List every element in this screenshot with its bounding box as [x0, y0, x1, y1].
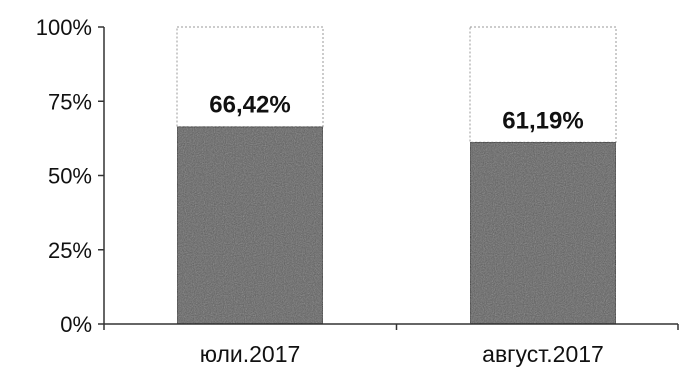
y-tick-labels: 0% 25% 50% 75% 100%	[36, 15, 92, 337]
axes	[98, 26, 679, 330]
y-tick-label: 50%	[48, 164, 92, 189]
y-tick-label: 25%	[48, 238, 92, 263]
bar	[469, 141, 617, 325]
y-tick-label: 0%	[60, 312, 92, 337]
x-tick-labels: юли.2017 август.2017	[200, 341, 604, 367]
data-label: 61,19%	[502, 107, 583, 134]
remainder-segment	[469, 26, 617, 143]
remainder-segments	[176, 26, 617, 143]
data-label: 66,42%	[209, 92, 290, 119]
data-labels: 66,42% 61,19%	[209, 92, 583, 135]
remainder-segment	[176, 26, 324, 128]
x-tick-label: август.2017	[482, 341, 604, 367]
bar	[176, 125, 324, 325]
y-tick-label: 100%	[36, 15, 92, 40]
y-tick-label: 75%	[48, 89, 92, 114]
bar-segments	[176, 125, 617, 325]
x-tick-label: юли.2017	[200, 341, 301, 367]
